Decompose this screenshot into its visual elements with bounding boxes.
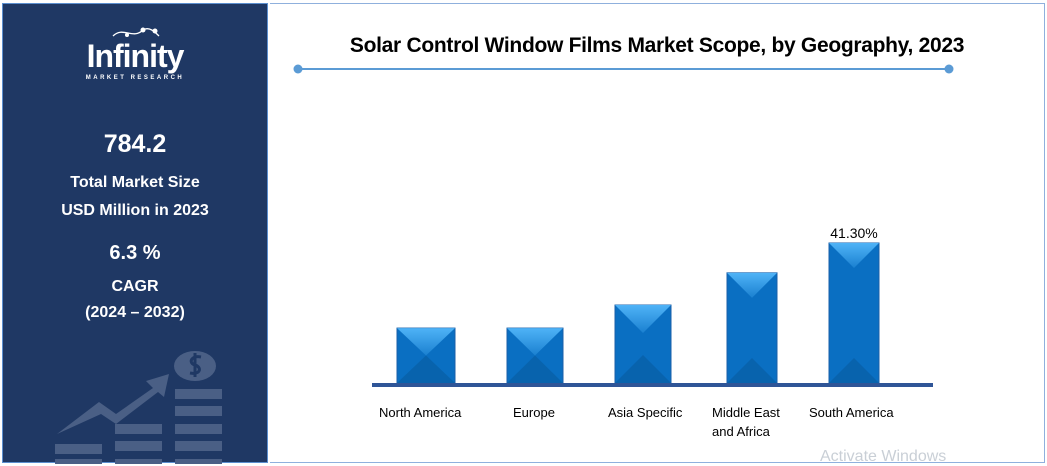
bar-top-bevel (727, 272, 777, 298)
bar-top-bevel (615, 305, 671, 334)
activate-windows-watermark: Activate Windows (820, 448, 947, 465)
market-size-value: 784.2 (103, 130, 167, 158)
x-axis-line (372, 383, 933, 387)
bar-top-bevel (397, 328, 455, 356)
cagr-label: CAGR (111, 278, 159, 295)
chart-title: Solar Control Window Films Market Scope,… (349, 34, 965, 57)
logo-swirl-icon (112, 27, 160, 37)
bar-top-bevel (507, 328, 563, 356)
bar-0 (396, 327, 456, 384)
money-growth-icon (55, 351, 222, 464)
bar-2 (614, 304, 672, 384)
chart-panel: Solar Control Window Films Market Scope,… (270, 3, 1045, 463)
x-tick-label: South America (809, 403, 894, 422)
x-tick-label: Europe (513, 403, 555, 422)
bar-bottom-bevel (615, 355, 671, 383)
x-tick-label: Asia Specific (608, 403, 682, 422)
x-tick-label-line: North America (379, 405, 462, 420)
logo: Infinity MARKET RESEARCH (3, 26, 267, 82)
x-tick-label-line: South America (809, 405, 894, 420)
x-tick-label: Middle East and Africa (712, 403, 780, 441)
bar-bottom-bevel (829, 358, 879, 383)
market-size-unit: USD Million in 2023 (61, 202, 209, 219)
bar-bottom-bevel (507, 355, 563, 383)
data-label: 41.30% (830, 225, 877, 241)
cagr-period: (2024 – 2032) (85, 304, 185, 321)
bar-1 (506, 327, 564, 384)
x-tick-label: North America (379, 403, 461, 422)
market-size-label: Total Market Size (70, 174, 200, 191)
x-tick-label-line: and Africa (712, 424, 770, 439)
summary-panel: Infinity MARKET RESEARCH 784.2 Total Mar… (2, 3, 268, 464)
bar-top-bevel (829, 243, 879, 268)
x-tick-label-line: Middle East (712, 405, 780, 420)
x-tick-label-line: Asia Specific (608, 405, 683, 420)
bar-bottom-bevel (727, 358, 777, 383)
x-tick-label-line: Europe (513, 405, 555, 420)
logo-text: Infinity (86, 38, 185, 74)
bar-bottom-bevel (397, 355, 455, 383)
bar-4 (828, 242, 880, 384)
bar-3 (726, 272, 778, 384)
title-divider (293, 64, 954, 74)
cagr-value: 6.3 % (109, 242, 161, 264)
logo-subtext: MARKET RESEARCH (85, 75, 185, 81)
